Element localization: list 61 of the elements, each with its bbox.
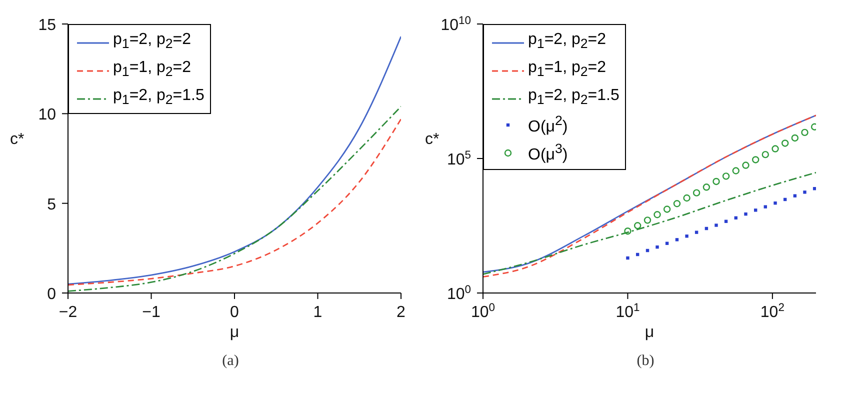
point: [644, 216, 652, 224]
legend-label: p$_{1}$=2, p$_{2}$=2: [528, 30, 606, 52]
point: [675, 238, 679, 242]
legend-label: p$_{1}$=2, p$_{2}$=1.5: [528, 86, 620, 108]
y-axis-title: c*: [425, 131, 440, 148]
point: [714, 224, 718, 227]
point: [654, 211, 661, 218]
point: [656, 245, 659, 249]
point: [683, 194, 690, 202]
x-axis-title: μ: [644, 324, 654, 341]
point: [685, 234, 688, 238]
point: [702, 184, 710, 191]
x-tick-label: 1: [313, 304, 322, 321]
x-axis-title: μ: [230, 324, 240, 341]
point: [712, 178, 720, 186]
point: [812, 187, 816, 190]
point: [772, 145, 779, 152]
point: [626, 256, 630, 260]
legend-label: O(μ$^{2}$): [528, 113, 568, 137]
y-tick-label: 10$^{0}$: [446, 284, 471, 303]
point: [742, 162, 750, 169]
point: [673, 200, 681, 208]
x-tick-label: 10$^{1}$: [616, 302, 640, 321]
legend-label: p$_{1}$=2, p$_{2}$=1.5: [113, 86, 204, 108]
point: [793, 194, 797, 198]
point: [663, 206, 671, 213]
x-tick-label: −2: [58, 304, 78, 321]
x-tick-label: 2: [396, 304, 406, 321]
x-tick-label: 0: [230, 304, 240, 321]
point: [752, 156, 760, 164]
point: [624, 228, 632, 235]
x-tick-label: 10$^{0}$: [470, 302, 496, 321]
y-tick-label: 10$^{10}$: [440, 15, 471, 34]
legend-label: p$_{1}$=1, p$_{2}$=2: [113, 58, 192, 80]
text: (a): [221, 353, 240, 370]
legend-label: O(μ$^{3}$): [528, 141, 568, 165]
point: [732, 167, 740, 174]
y-tick-label: 15: [38, 17, 56, 34]
point: [744, 212, 748, 216]
y-tick-label: 5: [47, 196, 56, 214]
y-tick-label: 0: [47, 286, 56, 303]
point: [762, 150, 769, 158]
point: [781, 140, 789, 147]
point: [764, 205, 767, 208]
point: [801, 128, 808, 136]
legend-label: p$_{1}$=1, p$_{2}$=2: [528, 58, 606, 80]
legend-label: p$_{1}$=2, p$_{2}$=2: [113, 30, 192, 52]
point: [774, 201, 777, 205]
x-tick-label: 10$^{2}$: [760, 302, 784, 321]
point: [791, 134, 799, 142]
text: (b): [636, 353, 656, 370]
point: [754, 208, 758, 212]
point: [634, 222, 642, 230]
y-axis-title: c*: [10, 131, 24, 148]
x-tick-label: −1: [142, 304, 160, 321]
point: [692, 189, 700, 196]
y-tick-label: 10$^{5}$: [446, 150, 471, 168]
y-tick-label: 10: [38, 106, 56, 124]
point: [694, 230, 698, 234]
point: [722, 172, 730, 180]
point: [803, 190, 806, 194]
